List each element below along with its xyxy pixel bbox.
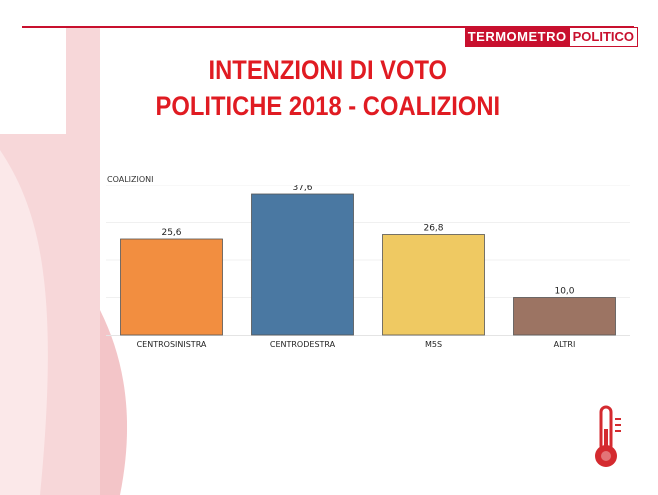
bar-altri bbox=[513, 297, 616, 336]
title-line-2: POLITICHE 2018 - COALIZIONI bbox=[155, 91, 501, 121]
category-label: ALTRI bbox=[554, 340, 576, 349]
bar-value-label: 25,6 bbox=[161, 228, 181, 238]
bar-centrosinistra bbox=[120, 238, 223, 336]
bar-value-label: 10,0 bbox=[554, 287, 574, 297]
bar-m5s bbox=[382, 234, 485, 336]
thermometer-icon bbox=[595, 405, 621, 467]
brand-logo-part1: TERMOMETRO bbox=[464, 27, 570, 47]
bar-centrodestra bbox=[251, 193, 354, 336]
bar-value-label: 37,6 bbox=[292, 185, 312, 193]
header-rule bbox=[22, 26, 634, 28]
brand-logo-part2: POLITICO bbox=[569, 27, 638, 47]
brand-logo: TERMOMETRO POLITICO bbox=[464, 27, 638, 47]
category-label: M5S bbox=[425, 340, 442, 349]
chart-axis-title: COALIZIONI bbox=[107, 175, 154, 184]
bar-value-label: 26,8 bbox=[423, 224, 443, 234]
category-label: CENTROSINISTRA bbox=[137, 340, 207, 349]
title-line-1: INTENZIONI DI VOTO bbox=[208, 55, 448, 85]
page-title: INTENZIONI DI VOTO POLITICHE 2018 - COAL… bbox=[0, 52, 656, 124]
category-label: CENTRODESTRA bbox=[270, 340, 336, 349]
bar-chart: 25,6 CENTROSINISTRA 37,6 CENTRODESTRA 26,8 M5… bbox=[106, 185, 630, 349]
